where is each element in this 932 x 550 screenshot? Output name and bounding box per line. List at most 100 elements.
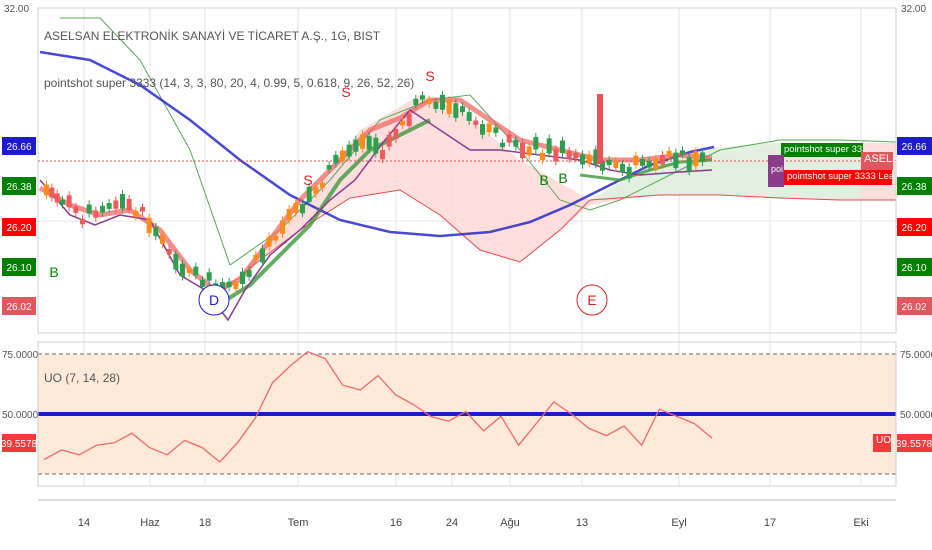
candle-body (160, 234, 165, 244)
uo-value-right: 39.5578 (896, 439, 932, 450)
candle-body (200, 279, 205, 287)
candle-body (366, 136, 372, 150)
x-tick-label: Tem (288, 517, 309, 529)
candle-body (293, 202, 299, 213)
candle-body (633, 155, 639, 166)
candle-body (333, 154, 339, 164)
candle-body (440, 94, 445, 110)
candle-body (340, 150, 345, 161)
candle-body (173, 253, 179, 270)
candle-body (666, 150, 672, 156)
osc-tick-right: 50.0000 (900, 410, 932, 421)
signal-label: B (539, 172, 548, 188)
price-tag-right-text: 26.38 (901, 182, 926, 193)
candle-body (73, 206, 79, 213)
price-tag-left-text: 26.20 (6, 223, 31, 234)
oscillator-label[interactable]: UO (7, 14, 28) (44, 371, 121, 385)
price-tag-left (2, 258, 36, 276)
candle-body (106, 203, 112, 209)
candle-body (473, 120, 479, 125)
candle-body (446, 99, 452, 114)
legend-entry-3[interactable]: poi (768, 155, 784, 187)
price-tag-right-text: 26.20 (901, 223, 926, 234)
price-tag-left-text: 26.38 (6, 182, 31, 193)
signal-label: S (303, 172, 312, 188)
candle-body (54, 193, 60, 203)
candle-body (480, 124, 485, 135)
candle-body (260, 248, 265, 263)
candle-body (400, 120, 405, 126)
price-tag-left-text: 26.10 (6, 263, 31, 274)
candle-body (680, 150, 685, 155)
osc-panel-border (37, 341, 897, 487)
candle-body (660, 155, 665, 165)
candle-body (80, 218, 85, 225)
price-tag-left (2, 177, 36, 195)
signal-label: D (209, 292, 219, 308)
chart-title: ASELSAN ELEKTRONİK SANAYİ VE TİCARET A.Ş… (44, 29, 381, 43)
candle-body (673, 152, 679, 169)
candle-body (580, 154, 585, 165)
candle-body (206, 272, 212, 281)
x-tick-label: 14 (78, 517, 90, 529)
candle-body (373, 137, 379, 154)
cloud-upper-line (60, 17, 897, 266)
signal-label: E (587, 292, 596, 308)
candle-body (460, 106, 465, 113)
candle-body (126, 199, 132, 211)
candle-body (406, 114, 412, 127)
price-tag-left (2, 218, 36, 236)
candle-body (306, 186, 312, 202)
candle-body (380, 149, 385, 160)
candle-body (426, 99, 432, 105)
candle-body (66, 195, 72, 208)
legend-entry-2[interactable]: pointshot super 3333 Lead 2 (784, 170, 892, 185)
y-tick-right: 32.00 (901, 4, 926, 15)
uo-value-left: 39.5578 (1, 439, 38, 450)
x-tick-label: Haz (140, 517, 160, 529)
candle-body (146, 217, 152, 234)
candle-body (93, 210, 99, 218)
candle-body (393, 128, 399, 139)
candle-body (586, 154, 592, 164)
x-tick-label: 18 (199, 517, 211, 529)
candle-body (486, 123, 492, 133)
candle-body (320, 182, 325, 188)
price-tag-right-text: 26.02 (901, 302, 926, 313)
candle-body (133, 210, 139, 217)
price-tag-left-text: 26.66 (6, 142, 31, 153)
candle-body (600, 161, 605, 171)
candle-body (386, 134, 392, 147)
candle-body (700, 156, 705, 163)
candle-body (280, 220, 285, 234)
candle-body (193, 266, 199, 276)
price-tag-left (2, 297, 36, 315)
candle-body (626, 167, 632, 179)
price-tag-right (897, 258, 932, 276)
indicator-label[interactable]: pointshot super 3333 (14, 3, 3, 80, 20, … (44, 76, 415, 90)
candle-body (286, 208, 292, 221)
y-tick-left: 32.00 (4, 4, 29, 15)
signal-label: S (425, 68, 434, 84)
candle-body (520, 142, 525, 159)
candle-body (100, 205, 105, 213)
candle-body (453, 103, 459, 118)
cloud-green-area (590, 143, 860, 200)
osc-tick-left: 75.0000 (2, 350, 39, 361)
osc-tick-left: 50.0000 (2, 410, 39, 421)
signal-label: S (341, 84, 350, 100)
candle-body (233, 281, 239, 290)
signal-label: B (558, 170, 567, 186)
candle-body (86, 204, 92, 214)
candle-body (113, 200, 119, 209)
price-tag-right (897, 177, 932, 195)
symbol-tag[interactable]: ASELS (861, 152, 899, 170)
candle-body (180, 263, 185, 277)
cloud-lower-line (221, 189, 896, 293)
candle-body (44, 184, 49, 196)
candlesticks (44, 90, 705, 301)
oscillator-panel: 75.0000 75.0000 50.0000 50.0000 39.5578 39.55… (1, 350, 932, 475)
legend-entry-1[interactable]: pointshot super 3333 (781, 143, 863, 157)
